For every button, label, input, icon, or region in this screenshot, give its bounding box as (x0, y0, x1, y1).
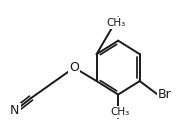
Text: O: O (69, 61, 79, 74)
Text: CH₃: CH₃ (110, 107, 130, 117)
Text: N: N (10, 104, 20, 117)
Text: Br: Br (158, 88, 171, 101)
Text: CH₃: CH₃ (107, 18, 126, 28)
